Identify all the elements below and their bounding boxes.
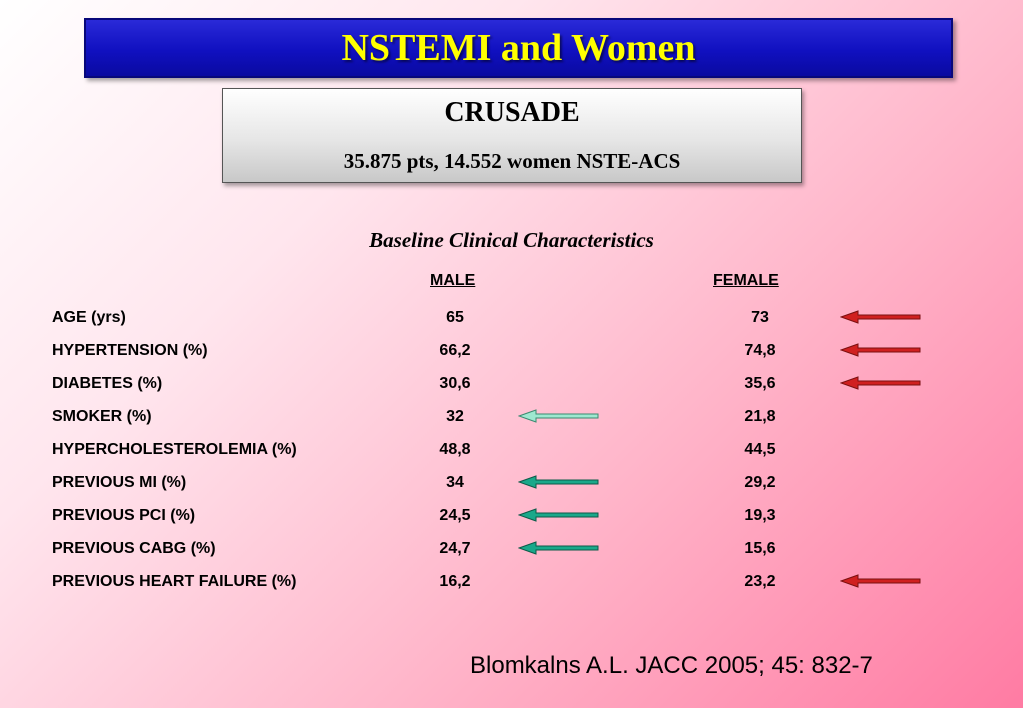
female-value: 74,8 — [744, 342, 776, 359]
male-value: 34 — [446, 474, 464, 491]
male-value: 65 — [446, 309, 464, 326]
female-value: 73 — [751, 309, 769, 326]
section-title: Baseline Clinical Characteristics — [369, 228, 654, 252]
left-arrow-red-icon — [840, 574, 921, 588]
left-arrow-green-icon — [518, 508, 599, 522]
female-value: 21,8 — [744, 408, 776, 425]
table-row: SMOKER (%) 32 21,8 — [0, 408, 1023, 428]
male-value: 16,2 — [439, 573, 471, 590]
male-value: 24,7 — [439, 540, 471, 557]
row-label: DIABETES (%) — [52, 375, 163, 392]
column-header-male: MALE — [430, 272, 476, 289]
female-value: 19,3 — [744, 507, 776, 524]
title-banner: NSTEMI and Women — [84, 18, 953, 78]
table-row: PREVIOUS CABG (%) 24,7 15,6 — [0, 540, 1023, 560]
left-arrow-light-green-icon — [518, 409, 599, 423]
table-row: AGE (yrs) 65 73 — [0, 309, 1023, 329]
left-arrow-red-icon — [840, 343, 921, 357]
row-label: PREVIOUS CABG (%) — [52, 540, 216, 557]
row-label: PREVIOUS PCI (%) — [52, 507, 196, 524]
table-row: DIABETES (%) 30,6 35,6 — [0, 375, 1023, 395]
row-label: PREVIOUS MI (%) — [52, 474, 187, 491]
male-value: 30,6 — [439, 375, 471, 392]
female-value: 15,6 — [744, 540, 776, 557]
left-arrow-green-icon — [518, 475, 599, 489]
table-row: HYPERCHOLESTEROLEMIA (%) 48,8 44,5 — [0, 441, 1023, 461]
table-row: PREVIOUS HEART FAILURE (%) 16,2 23,2 — [0, 573, 1023, 593]
study-subtitle: 35.875 pts, 14.552 women NSTE-ACS — [343, 149, 681, 173]
row-label: HYPERCHOLESTEROLEMIA (%) — [52, 441, 297, 458]
female-value: 23,2 — [744, 573, 776, 590]
male-value: 48,8 — [439, 441, 471, 458]
citation: Blomkalns A.L. JACC 2005; 45: 832-7 — [470, 652, 873, 679]
study-name: CRUSADE — [444, 97, 580, 128]
left-arrow-red-icon — [840, 376, 921, 390]
column-header-female: FEMALE — [713, 272, 779, 289]
table-row: PREVIOUS MI (%) 34 29,2 — [0, 474, 1023, 494]
male-value: 24,5 — [439, 507, 471, 524]
table-row: HYPERTENSION (%) 66,2 74,8 — [0, 342, 1023, 362]
row-label: HYPERTENSION (%) — [52, 342, 208, 359]
row-label: AGE (yrs) — [52, 309, 126, 326]
left-arrow-red-icon — [840, 310, 921, 324]
row-label: SMOKER (%) — [52, 408, 152, 425]
row-label: PREVIOUS HEART FAILURE (%) — [52, 573, 297, 590]
male-value: 32 — [446, 408, 464, 425]
study-box: CRUSADE 35.875 pts, 14.552 women NSTE-AC… — [222, 88, 802, 183]
female-value: 35,6 — [744, 375, 776, 392]
slide-title: NSTEMI and Women — [341, 27, 696, 69]
left-arrow-green-icon — [518, 541, 599, 555]
female-value: 29,2 — [744, 474, 776, 491]
male-value: 66,2 — [439, 342, 471, 359]
female-value: 44,5 — [744, 441, 776, 458]
table-row: PREVIOUS PCI (%) 24,5 19,3 — [0, 507, 1023, 527]
